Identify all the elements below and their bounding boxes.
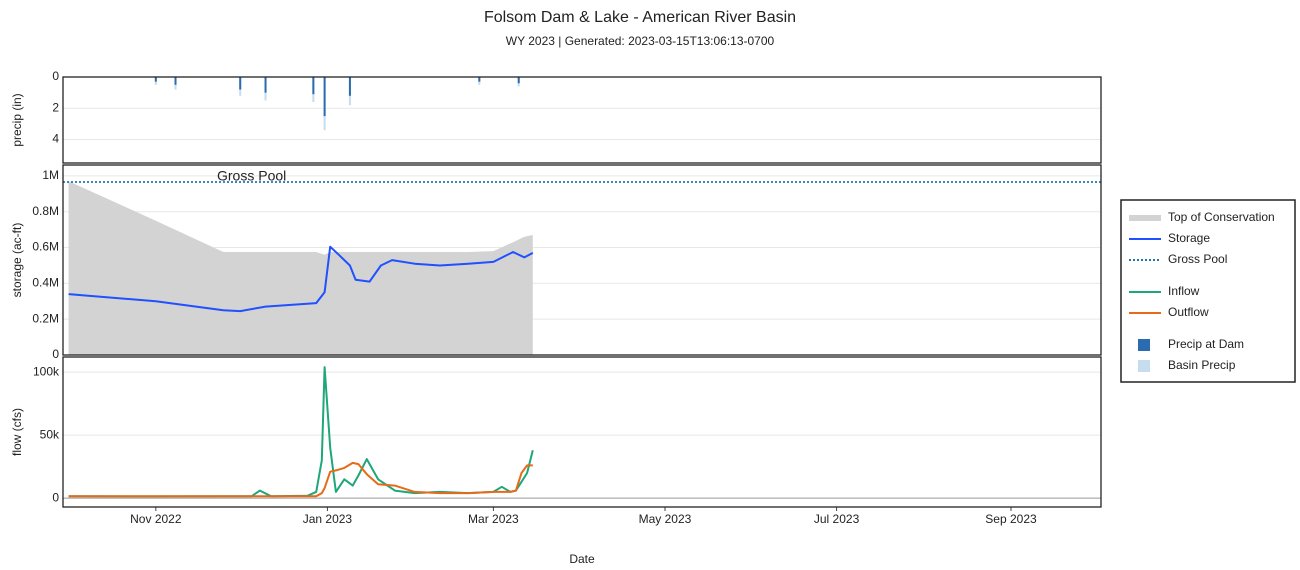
y-tick-label: 4 <box>52 132 59 146</box>
y-axis-title: precip (in) <box>10 93 24 146</box>
y-axis-title: storage (ac-ft) <box>10 223 24 298</box>
plot-frame <box>62 356 1102 508</box>
legend-swatch <box>1138 339 1150 351</box>
precip-bar <box>154 77 157 82</box>
y-tick-label: 0.4M <box>32 276 59 290</box>
x-axis-title: Date <box>569 552 595 566</box>
line <box>68 245 534 313</box>
legend-swatch <box>1129 215 1161 221</box>
y-tick-label: 100k <box>33 364 60 378</box>
x-tick-label: Jan 2023 <box>303 512 353 526</box>
precip-bar <box>323 77 326 117</box>
legend-label: Storage <box>1168 231 1210 245</box>
precip-bar <box>517 77 520 84</box>
legend-swatch <box>1138 360 1150 372</box>
y-tick-label: 0 <box>52 490 59 504</box>
y-tick-label: 0.2M <box>32 311 59 325</box>
plot-frame <box>62 76 1102 164</box>
precip-bar <box>478 77 481 82</box>
y-tick-label: 0.6M <box>32 240 59 254</box>
legend-label: Outflow <box>1168 305 1209 319</box>
legend-label: Precip at Dam <box>1168 337 1244 351</box>
y-tick-label: 0 <box>52 69 59 83</box>
y-tick-label: 0 <box>52 347 59 361</box>
y-tick-label: 0.8M <box>32 204 59 218</box>
x-tick-label: Jul 2023 <box>814 512 860 526</box>
y-tick-label: 1M <box>42 168 59 182</box>
legend-label: Top of Conservation <box>1168 210 1275 224</box>
precip-bar <box>174 77 177 85</box>
area <box>68 181 533 355</box>
precip-bar <box>312 77 315 95</box>
legend-label: Gross Pool <box>1168 252 1227 266</box>
legend-label: Basin Precip <box>1168 358 1236 372</box>
line <box>68 461 533 498</box>
x-tick-label: Mar 2023 <box>468 512 519 526</box>
line <box>68 366 534 498</box>
chart-subtitle: WY 2023 | Generated: 2023-03-15T13:06:13… <box>506 34 775 48</box>
precip-bar <box>264 77 267 93</box>
y-axis-title: flow (cfs) <box>10 408 24 456</box>
y-tick-label: 2 <box>52 100 59 114</box>
precip-bar <box>239 77 242 90</box>
y-tick-label: 50k <box>40 427 60 441</box>
precip-bar <box>348 77 351 96</box>
x-tick-label: May 2023 <box>639 512 692 526</box>
chart-title: Folsom Dam & Lake - American River Basin <box>484 9 796 26</box>
legend-label: Inflow <box>1168 284 1200 298</box>
x-tick-label: Nov 2022 <box>130 512 182 526</box>
x-tick-label: Sep 2023 <box>985 512 1037 526</box>
plot-frame <box>62 164 1102 356</box>
annotation: Gross Pool <box>217 168 286 184</box>
